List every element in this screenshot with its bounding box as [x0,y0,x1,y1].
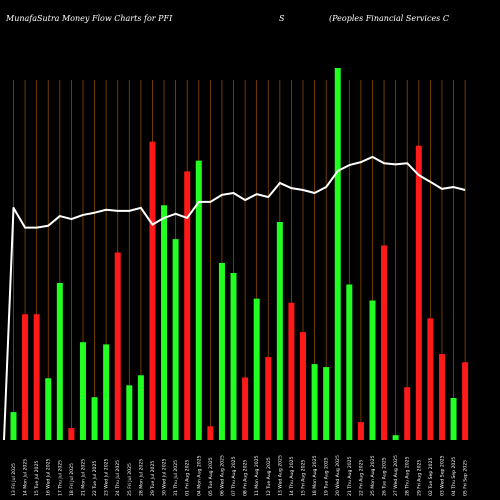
money-flow-line-path [3,155,466,441]
tick-label: 27 Wed Aug 2025 [393,455,399,496]
bar [450,397,457,440]
tick-label: 15 Fri Aug 2025 [301,460,307,496]
bar [334,68,341,440]
tick-label: 02 Tue Sep 2025 [428,458,434,496]
bar [438,354,445,440]
bar [288,302,295,440]
bar [323,367,330,440]
bar [126,385,133,440]
bar [68,428,75,440]
bar [276,222,283,440]
tick-label: 23 Wed Jul 2025 [104,458,110,496]
tick-label: 24 Thu Jul 2025 [115,460,121,496]
money-flow-line [3,155,466,441]
bar [184,171,191,440]
tick-label: 18 Mon Aug 2025 [312,455,318,496]
tick-label: 20 Wed Aug 2025 [335,455,341,496]
tick-label: 08 Fri Aug 2025 [243,460,249,496]
bar [114,252,121,440]
bar [91,397,98,440]
tick-label: 04 Mon Aug 2025 [196,455,202,496]
bar [33,314,40,440]
tick-label: 29 Fri Aug 2025 [416,460,422,496]
bar [149,141,156,440]
tick-label: 21 Mon Jul 2025 [80,459,86,496]
tick-label: 03 Wed Sep 2025 [439,455,445,496]
bar [56,283,63,440]
bar [79,342,86,440]
bar [369,300,376,440]
tick-label: 14 Mon Jul 2025 [23,459,29,496]
bar [161,205,168,440]
bar [242,377,249,440]
tick-label: 07 Thu Aug 2025 [231,456,237,496]
tick-label: 25 Mon Aug 2025 [370,455,376,496]
tick-label: 05 Fri Sep 2025 [463,460,469,496]
tick-label: 21 Thu Aug 2025 [347,456,353,496]
bar [415,145,422,441]
bar [218,262,225,440]
bar [311,364,318,440]
bar [381,245,388,440]
bar [172,239,179,440]
bar [427,318,434,440]
tick-label: 28 Thu Aug 2025 [405,456,411,496]
tick-label: 16 Wed Jul 2025 [46,458,52,496]
bar [22,314,29,440]
x-axis-tick-labels: 13 Fri Jul 2025 14 Mon Jul 2025 15 Tue Jul… [11,455,469,496]
bars [10,68,469,441]
bar [404,387,411,440]
chart-title-symbol: S [279,14,285,23]
bar [10,412,17,440]
tick-label: 25 Fri Jul 2025 [127,463,133,496]
bar [195,160,202,441]
bar [300,332,306,440]
tick-label: 13 Wed Aug 2025 [277,455,283,496]
chart-title-company: (Peoples Financial Services C [329,14,449,23]
chart-title: MunafaSutra Money Flow Charts for PFI [6,14,173,23]
bar [392,435,399,440]
tick-label: 19 Tue Aug 2025 [324,457,330,496]
bar [265,357,272,440]
bar [137,375,144,440]
tick-label: 31 Thu Jul 2025 [173,460,179,496]
bar [346,284,353,440]
bar [462,362,469,440]
tick-label: 12 Tue Aug 2025 [266,457,272,496]
tick-label: 29 Tue Jul 2025 [150,461,156,496]
tick-label: 22 Fri Aug 2025 [358,460,364,496]
tick-label: 04 Thu Sep 2025 [451,457,457,496]
tick-label: 06 Wed Aug 2025 [219,455,225,496]
tick-label: 17 Thu Jul 2025 [57,460,63,496]
tick-label: 15 Tue Jul 2025 [34,461,40,496]
bar [207,426,214,440]
tick-label: 28 Mon Jul 2025 [138,459,144,496]
bar [357,422,364,440]
tick-label: 30 Wed Jul 2025 [162,458,168,496]
tick-label: 26 Tue Aug 2025 [382,457,388,496]
bar [45,378,52,440]
tick-label: 11 Mon Aug 2025 [254,455,260,496]
bar [103,344,110,440]
bar [230,272,237,440]
tick-label: 14 Thu Aug 2025 [289,456,295,496]
tick-label: 01 Fri Aug 2025 [185,460,191,496]
bar [253,298,260,440]
tick-label: 13 Fri Jul 2025 [11,463,17,496]
tick-label: 18 Fri Jul 2025 [69,463,75,496]
tick-label: 22 Tue Jul 2025 [92,461,98,496]
tick-label: 05 Tue Aug 2025 [208,457,214,496]
